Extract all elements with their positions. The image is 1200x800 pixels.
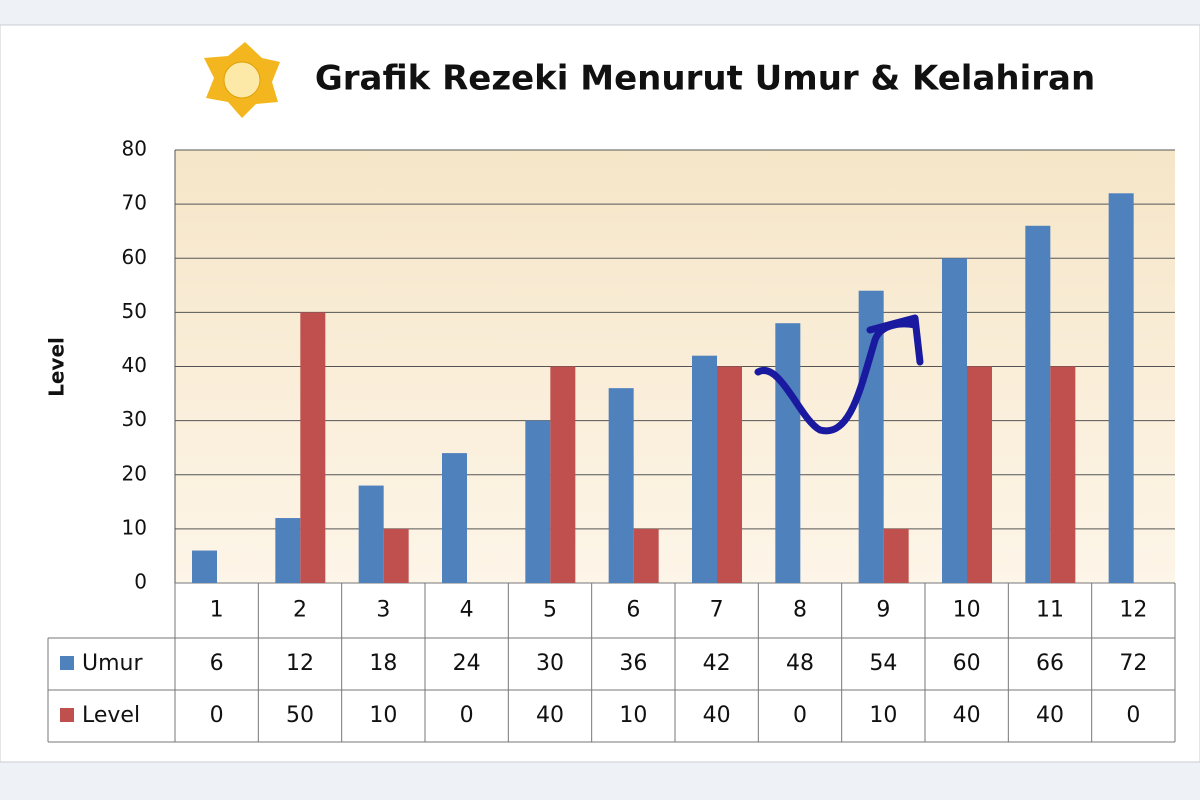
table-value: 0	[210, 703, 224, 728]
table-value: 40	[703, 703, 731, 728]
table-value: 42	[703, 651, 731, 676]
table-value: 60	[953, 651, 981, 676]
table-value: 10	[369, 703, 397, 728]
table-value: 12	[286, 651, 314, 676]
bar	[608, 388, 634, 583]
table-value: 40	[953, 703, 981, 728]
table-value: 10	[869, 703, 897, 728]
y-tick-label: 80	[122, 137, 147, 161]
bar	[383, 528, 409, 583]
table-value: 24	[453, 651, 481, 676]
table-value: 36	[619, 651, 647, 676]
table-value: 0	[793, 703, 807, 728]
y-tick-label: 10	[122, 515, 147, 539]
table-value: 6	[210, 651, 224, 676]
bar	[967, 366, 992, 583]
x-tick-label: 9	[876, 598, 890, 623]
bar	[300, 312, 326, 583]
x-tick-label: 5	[543, 598, 557, 623]
chart-title: Grafik Rezeki Menurut Umur & Kelahiran	[315, 59, 1095, 99]
logo	[204, 42, 280, 118]
x-tick-label: 1	[210, 598, 224, 623]
table-value: 30	[536, 651, 564, 676]
bar	[1050, 366, 1076, 583]
table-value: 18	[369, 651, 397, 676]
y-tick-label: 30	[122, 407, 147, 431]
table-value: 66	[1036, 651, 1064, 676]
legend-swatch	[60, 656, 74, 670]
bar	[442, 453, 467, 583]
bar	[633, 528, 659, 583]
table-value: 72	[1119, 651, 1147, 676]
table-value: 40	[1036, 703, 1064, 728]
table-value: 48	[786, 651, 814, 676]
x-tick-label: 3	[376, 598, 390, 623]
bar	[1108, 193, 1134, 584]
y-tick-label: 20	[122, 461, 147, 485]
bar	[1025, 225, 1051, 583]
table-value: 0	[460, 703, 474, 728]
table-value: 40	[536, 703, 564, 728]
bar	[717, 366, 742, 583]
x-tick-label: 7	[710, 598, 724, 623]
bar	[942, 258, 967, 583]
legend-label: Level	[82, 703, 140, 728]
legend-swatch	[60, 708, 74, 722]
y-axis-label: Level	[45, 337, 69, 397]
bar	[358, 485, 384, 583]
x-tick-label: 6	[626, 598, 640, 623]
bar	[775, 323, 801, 583]
bar	[858, 290, 884, 583]
bar	[275, 518, 301, 583]
x-tick-label: 11	[1036, 598, 1064, 623]
y-tick-label: 50	[122, 299, 147, 323]
x-tick-label: 12	[1119, 598, 1147, 623]
table-value: 50	[286, 703, 314, 728]
bar	[192, 550, 217, 583]
x-tick-label: 4	[460, 598, 474, 623]
y-tick-label: 40	[122, 353, 147, 377]
x-tick-label: 8	[793, 598, 807, 623]
bar	[525, 420, 551, 583]
legend-label: Umur	[82, 651, 143, 676]
annotation-arrowhead	[866, 314, 924, 366]
bar	[883, 528, 909, 583]
table-value: 54	[869, 651, 897, 676]
bar	[550, 366, 576, 583]
y-tick-label: 0	[134, 570, 147, 594]
bar	[692, 355, 717, 583]
table-value: 0	[1126, 703, 1140, 728]
table-value: 10	[619, 703, 647, 728]
y-tick-label: 60	[122, 245, 147, 269]
x-tick-label: 2	[293, 598, 307, 623]
x-tick-label: 10	[953, 598, 981, 623]
y-tick-label: 70	[122, 191, 147, 215]
